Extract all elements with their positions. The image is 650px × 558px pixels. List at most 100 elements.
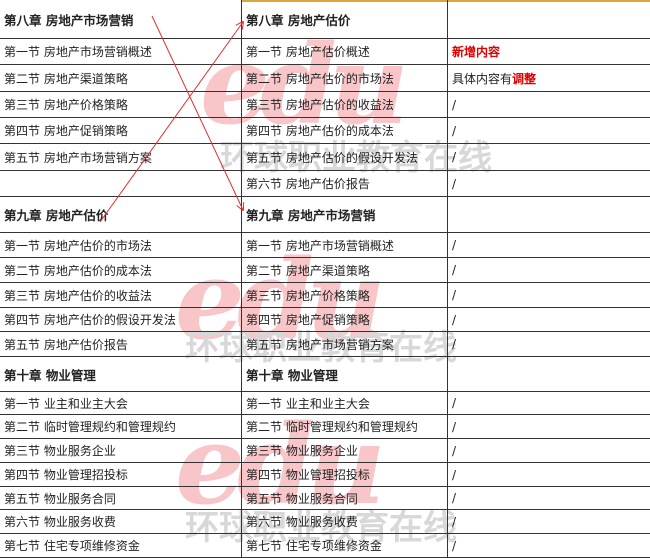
left-cell-text: 第二节 房地产估价的成本法: [4, 263, 152, 278]
left-cell: 第三节 物业服务企业: [0, 439, 242, 462]
left-cell-text: 第一节 业主和业主大会: [4, 396, 128, 411]
middle-cell: 第八章 房地产估价: [242, 0, 448, 38]
middle-cell-text: 第三节 房地产估价的收益法: [246, 98, 394, 112]
right-cell: [448, 357, 650, 391]
left-cell: 第四节 房地产估价的假设开发法: [0, 308, 242, 331]
right-cell: /: [448, 258, 650, 282]
table-row: 第二节 房地产渠道策略 第二节 房地产估价的市场法 具体内容有 调整: [0, 65, 650, 92]
left-cell: 第五节 房地产市场营销方案: [0, 144, 242, 170]
left-cell-text: 第二节 临时管理规约和管理规约: [4, 420, 176, 434]
left-cell: [0, 171, 242, 196]
right-cell-text: /: [452, 419, 457, 434]
table-row: 第四节 物业管理招投标 第四节 物业管理招投标 /: [0, 463, 650, 487]
left-cell: 第二节 房地产估价的成本法: [0, 258, 242, 282]
right-cell: /: [448, 415, 650, 438]
right-cell: 具体内容有 调整: [448, 65, 650, 91]
left-cell-text: 第五节 房地产估价报告: [4, 337, 128, 352]
middle-cell: 第七节 住宅专项维修资金: [242, 534, 448, 557]
middle-cell: 第一节 业主和业主大会: [242, 392, 448, 414]
right-cell: /: [448, 171, 650, 196]
left-cell: 第二节 房地产渠道策略: [0, 65, 242, 91]
middle-cell-text: 第一节 业主和业主大会: [246, 396, 370, 411]
middle-cell-text: 第八章 房地产估价: [246, 12, 351, 28]
middle-cell-text: 第三节 房地产价格策略: [246, 288, 370, 303]
middle-cell-text: 第十章 物业管理: [246, 367, 338, 383]
table-row: 第一节 房地产市场营销概述 第一节 房地产估价概述 新增内容: [0, 39, 650, 65]
middle-cell-text: 第三节 物业服务企业: [246, 444, 358, 458]
middle-cell: 第五节 房地产估价的假设开发法: [242, 144, 448, 170]
table-row: 第二节 临时管理规约和管理规约 第二节 临时管理规约和管理规约 /: [0, 415, 650, 439]
table-row: 第七节 住宅专项维修资金 第七节 住宅专项维修资金 /: [0, 534, 650, 558]
left-cell-text: 第六节 物业服务收费: [4, 515, 116, 529]
middle-cell: 第十章 物业管理: [242, 357, 448, 391]
middle-cell: 第二节 临时管理规约和管理规约: [242, 415, 448, 438]
right-cell-text: 具体内容有: [452, 71, 513, 86]
left-cell-text: 第九章 房地产估价: [4, 208, 109, 223]
right-cell: /: [448, 308, 650, 331]
middle-cell-text: 第五节 房地产估价的假设开发法: [246, 150, 418, 165]
middle-cell: 第四节 房地产估价的成本法: [242, 118, 448, 143]
right-cell-text: /: [452, 288, 457, 302]
middle-cell-text: 第四节 物业管理招投标: [246, 468, 370, 482]
left-cell: 第一节 房地产估价的市场法: [0, 233, 242, 257]
left-cell-text: 第八章 房地产市场营销: [4, 12, 134, 28]
left-cell: 第六节 物业服务收费: [0, 510, 242, 533]
right-cell-text: /: [452, 238, 457, 252]
middle-cell: 第六节 物业服务收费: [242, 510, 448, 533]
left-cell-text: 第五节 物业服务合同: [4, 491, 116, 506]
right-cell-text: /: [452, 514, 457, 529]
table-row: 第一节 房地产估价的市场法 第一节 房地产市场营销概述 /: [0, 233, 650, 258]
left-cell: 第四节 房地产促销策略: [0, 118, 242, 143]
left-cell: 第五节 房地产估价报告: [0, 332, 242, 356]
middle-cell: 第二节 房地产渠道策略: [242, 258, 448, 282]
right-cell: /: [448, 92, 650, 117]
right-cell-text: /: [452, 396, 457, 410]
right-cell: /: [448, 534, 650, 557]
right-cell: /: [448, 332, 650, 356]
middle-cell-text: 第五节 房地产市场营销方案: [246, 337, 394, 352]
middle-cell: 第一节 房地产市场营销概述: [242, 233, 448, 257]
middle-cell: 第六节 房地产估价报告: [242, 171, 448, 196]
middle-cell: 第九章 房地产市场营销: [242, 197, 448, 232]
right-cell-text: /: [452, 150, 457, 164]
left-cell-text: 第一节 房地产市场营销概述: [4, 45, 152, 59]
right-cell: /: [448, 233, 650, 257]
right-cell-text: /: [452, 443, 457, 458]
right-cell: [448, 197, 650, 232]
middle-cell: 第一节 房地产估价概述: [242, 39, 448, 64]
left-cell: 第四节 物业管理招投标: [0, 463, 242, 486]
left-cell-text: 第四节 房地产促销策略: [4, 124, 128, 138]
left-cell-text: 第四节 物业管理招投标: [4, 468, 128, 482]
right-cell-text: /: [452, 123, 457, 138]
table-row: 第四节 房地产估价的假设开发法 第四节 房地产促销策略 /: [0, 308, 650, 332]
table-row: 第四节 房地产促销策略 第四节 房地产估价的成本法 /: [0, 118, 650, 144]
middle-cell: 第三节 房地产估价的收益法: [242, 92, 448, 117]
chapter-row: 第八章 房地产市场营销 第八章 房地产估价: [0, 0, 650, 39]
middle-cell-text: 第二节 房地产渠道策略: [246, 263, 370, 278]
middle-cell-text: 第四节 房地产估价的成本法: [246, 124, 394, 138]
table-row: 第五节 房地产估价报告 第五节 房地产市场营销方案 /: [0, 332, 650, 357]
right-cell: /: [448, 487, 650, 509]
middle-cell: 第三节 房地产价格策略: [242, 283, 448, 307]
left-cell: 第九章 房地产估价: [0, 197, 242, 232]
chapter-row: 第十章 物业管理 第十章 物业管理: [0, 357, 650, 392]
left-cell: 第三节 房地产价格策略: [0, 92, 242, 117]
left-cell: 第五节 物业服务合同: [0, 487, 242, 509]
middle-cell: 第五节 房地产市场营销方案: [242, 332, 448, 356]
right-cell: 新增内容: [448, 39, 650, 64]
middle-cell: 第五节 物业服务合同: [242, 487, 448, 509]
right-cell-text: /: [452, 491, 457, 505]
left-cell-text: 第一节 房地产估价的市场法: [4, 238, 152, 253]
change-note: 新增内容: [452, 45, 501, 59]
middle-cell-text: 第九章 房地产市场营销: [246, 208, 376, 223]
table-row: 第二节 房地产估价的成本法 第二节 房地产渠道策略 /: [0, 258, 650, 283]
left-cell-text: 第三节 房地产价格策略: [4, 98, 128, 112]
table-row: 第三节 物业服务企业 第三节 物业服务企业 /: [0, 439, 650, 463]
table-row: 第六节 房地产估价报告 /: [0, 171, 650, 197]
left-cell-text: 第二节 房地产渠道策略: [4, 71, 128, 86]
middle-cell-text: 第六节 物业服务收费: [246, 515, 358, 529]
right-cell-text: /: [452, 176, 457, 191]
right-cell: /: [448, 283, 650, 307]
right-cell: /: [448, 118, 650, 143]
